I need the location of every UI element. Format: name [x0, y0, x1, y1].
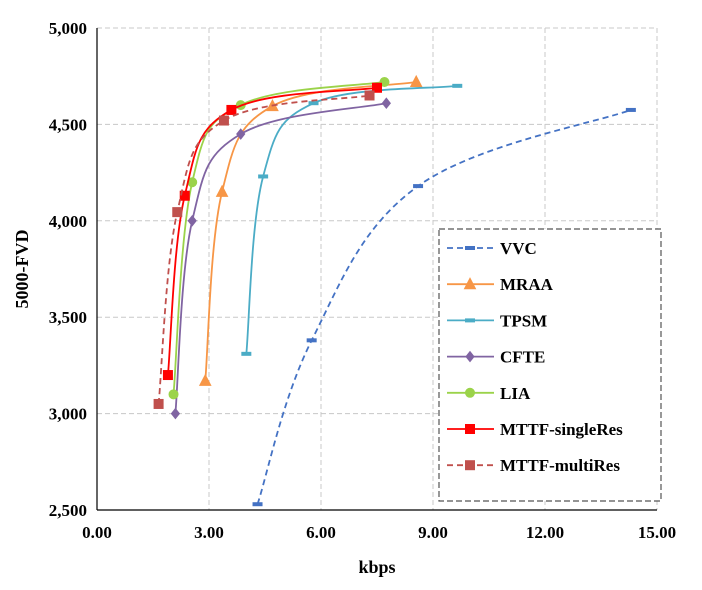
data-point	[179, 190, 190, 201]
x-tick-label: 9.00	[418, 523, 448, 542]
data-point	[306, 338, 317, 343]
series-line	[172, 81, 385, 395]
data-point	[226, 104, 237, 115]
legend-box	[438, 228, 662, 502]
legend-swatch-marker	[465, 460, 475, 471]
y-axis-title: 5000-FVD	[12, 230, 32, 309]
x-axis-title: kbps	[358, 557, 395, 577]
x-tick-label: 0.00	[82, 523, 112, 542]
data-point	[364, 90, 375, 101]
data-point	[258, 174, 269, 179]
x-tick-label: 12.00	[526, 523, 564, 542]
x-tick-label: 15.00	[638, 523, 676, 542]
y-tick-label: 2,500	[49, 501, 87, 520]
data-point	[372, 82, 382, 93]
data-point	[153, 398, 164, 409]
series-vvc	[252, 107, 636, 507]
legend-item: CFTE	[447, 348, 545, 367]
legend-swatch-marker	[463, 277, 477, 290]
series-cfte	[170, 97, 391, 420]
legend-item: MTTF-singleRes	[447, 420, 623, 439]
legend-item: LIA	[447, 384, 531, 403]
legend: VVC MRAA TPSM CFTE LIA MTTF-singleRes MTTF-mul…	[438, 228, 662, 502]
series-layer	[153, 74, 636, 507]
legend-item: MTTF-multiRes	[447, 456, 620, 475]
y-tick-label: 4,000	[49, 212, 87, 231]
y-tick-label: 4,500	[49, 115, 87, 134]
series-tpsm	[241, 83, 463, 356]
legend-swatch-marker	[465, 387, 475, 398]
data-point	[218, 115, 229, 126]
series-lia	[168, 76, 390, 400]
data-point	[379, 76, 390, 87]
y-tick-label: 3,500	[49, 308, 87, 327]
legend-label: VVC	[500, 239, 537, 258]
data-point	[241, 351, 252, 356]
data-point	[215, 184, 229, 197]
series-line	[167, 86, 378, 376]
data-point	[168, 389, 179, 400]
series-line	[157, 94, 370, 405]
series-mraa	[198, 74, 423, 386]
series-mttf-multires	[153, 90, 375, 409]
legend-label: MTTF-multiRes	[500, 456, 620, 475]
data-point	[381, 97, 391, 109]
series-line	[204, 81, 417, 381]
x-tick-label: 3.00	[194, 523, 224, 542]
y-tick-label: 5,000	[49, 19, 87, 38]
data-point	[252, 502, 263, 507]
legend-item: MRAA	[447, 275, 554, 294]
legend-label: MRAA	[500, 275, 554, 294]
data-point	[162, 370, 173, 381]
legend-item: VVC	[447, 239, 537, 258]
data-point	[198, 373, 212, 386]
series-line	[174, 102, 387, 414]
data-point	[172, 207, 183, 218]
data-point	[409, 74, 423, 87]
y-tick-label: 3,000	[49, 405, 87, 424]
legend-label: TPSM	[500, 311, 547, 330]
data-point	[308, 101, 319, 106]
x-tick-label: 6.00	[306, 523, 336, 542]
series-mttf-singleres	[162, 82, 382, 381]
data-point	[236, 128, 246, 140]
data-point	[170, 407, 181, 420]
legend-swatch-marker	[465, 318, 475, 323]
legend-label: MTTF-singleRes	[500, 420, 623, 439]
data-point	[625, 107, 636, 112]
legend-swatch-marker	[465, 350, 475, 363]
legend-swatch-marker	[465, 246, 475, 250]
legend-label: LIA	[500, 384, 531, 403]
data-point	[187, 214, 197, 227]
legend-item: TPSM	[447, 311, 547, 330]
legend-swatch-marker	[465, 424, 475, 434]
data-point	[413, 184, 424, 189]
axes: 0.00 3.00 6.00 9.00 12.00 15.00 2,500 3,000 3,50…	[49, 19, 676, 542]
legend-label: CFTE	[500, 348, 545, 367]
data-point	[452, 83, 463, 88]
series-line	[245, 84, 458, 354]
